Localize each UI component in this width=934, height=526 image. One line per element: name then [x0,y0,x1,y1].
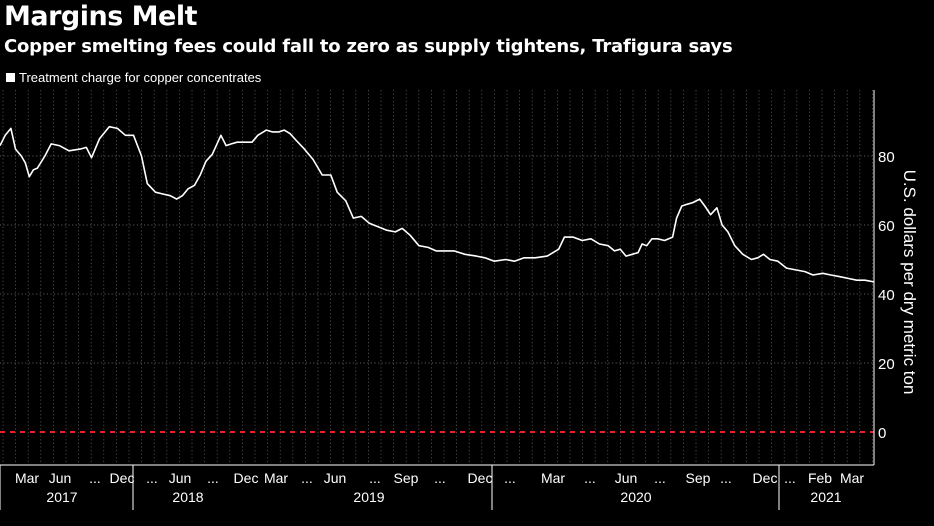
year-label: 2021 [810,489,841,505]
y-tick-label: 0 [878,425,886,442]
x-tick-label: Jun [49,470,72,486]
y-axis-label: U.S. dollars per dry metric ton [900,169,919,395]
y-tick-label: 60 [878,218,895,235]
x-tick-label: Jun [169,470,192,486]
x-tick-label: Mar [840,470,864,486]
x-tick-label: ... [89,470,101,486]
x-tick-label: Dec [234,470,259,486]
x-tick-label: ... [584,470,596,486]
year-label: 2019 [353,489,384,505]
y-tick-label: 80 [878,149,895,166]
x-tick-label: Dec [110,470,135,486]
x-tick-label: ... [784,470,796,486]
x-tick-label: Jun [324,470,347,486]
x-tick-label: Mar [541,470,565,486]
x-tick-label: ... [146,470,158,486]
y-tick-label: 40 [878,287,895,304]
x-tick-label: Sep [394,470,419,486]
x-tick-label: ... [720,470,732,486]
year-label: 2020 [620,489,651,505]
y-axis-ticks: 0 20 40 60 80 [878,149,895,442]
x-tick-label: Mar [264,470,288,486]
chart-subtitle: Copper smelting fees could fall to zero … [4,36,733,57]
series-line [0,125,875,283]
x-tick-label: Dec [753,470,778,486]
x-tick-label: Dec [468,470,493,486]
year-label: 2018 [172,489,203,505]
x-tick-label: Feb [808,470,832,486]
x-tick-label: ... [207,470,219,486]
x-tick-label: ... [301,470,313,486]
x-tick-label: Jun [615,470,638,486]
legend: Treatment charge for copper concentrates [6,70,261,85]
x-tick-label: ... [434,470,446,486]
legend-swatch [6,73,15,82]
x-tick-label: Mar [15,470,39,486]
vertical-gridlines [2,90,873,465]
legend-label: Treatment charge for copper concentrates [19,70,262,85]
horizontal-gridlines [0,155,874,364]
x-tick-label: ... [654,470,666,486]
x-tick-label: Sep [686,470,711,486]
y-tick-label: 20 [878,356,895,373]
year-label: 2017 [46,489,77,505]
x-tick-label: ... [504,470,516,486]
x-tick-label: ... [369,470,381,486]
x-axis: Mar Jun... Dec... Jun... Dec Mar... Jun... Sep.… [0,90,875,510]
chart-title: Margins Melt [4,1,198,32]
